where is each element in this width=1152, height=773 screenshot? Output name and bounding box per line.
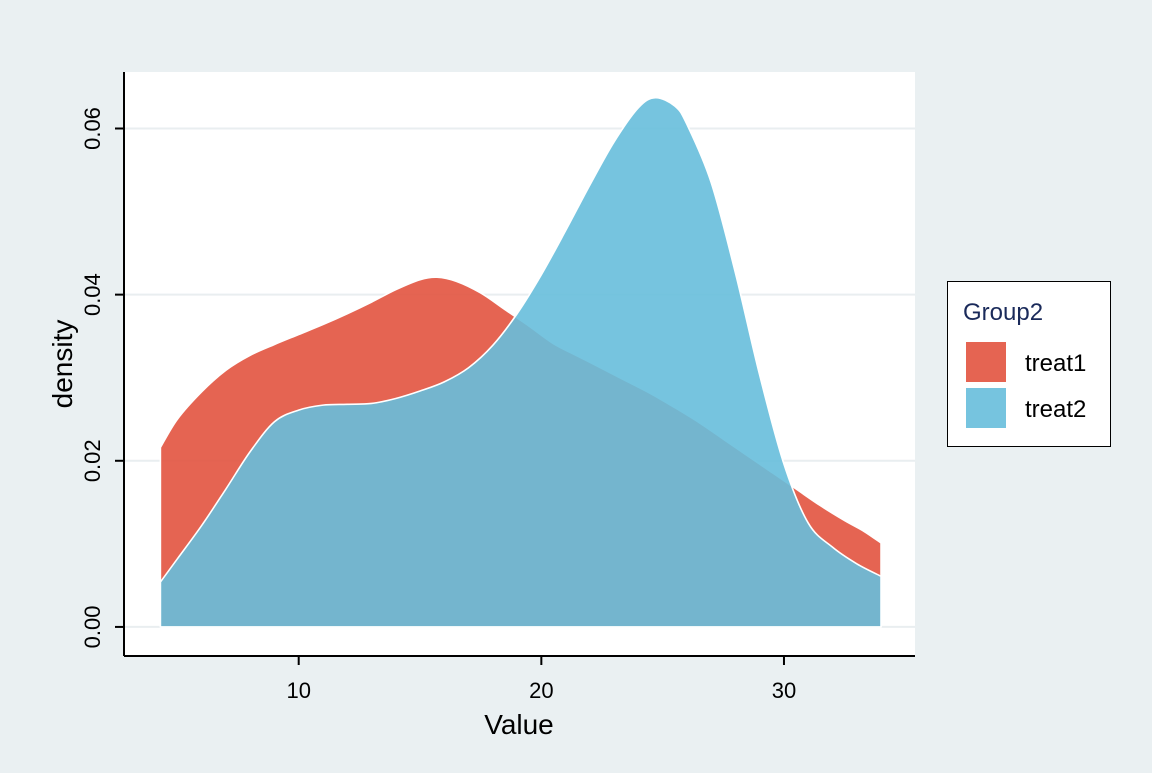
legend: Group2 treat1 treat2 bbox=[947, 281, 1111, 447]
x-tick-label-2: 30 bbox=[772, 678, 796, 703]
legend-items: treat1 treat2 bbox=[966, 342, 1086, 428]
legend-swatch-treat2 bbox=[966, 388, 1006, 428]
y-tick-label-1: 0.02 bbox=[80, 439, 105, 482]
y-tick-label-3: 0.06 bbox=[80, 107, 105, 150]
y-tick-label-0: 0.00 bbox=[80, 606, 105, 649]
y-tick-label-2: 0.04 bbox=[80, 273, 105, 316]
x-tick-label-1: 20 bbox=[529, 678, 553, 703]
y-ticks: 0.00 0.02 0.04 0.06 bbox=[80, 107, 124, 648]
legend-swatch-treat1 bbox=[966, 342, 1006, 382]
legend-label-treat1: treat1 bbox=[1025, 350, 1086, 377]
y-axis-label: density bbox=[47, 320, 78, 409]
x-axis-label: Value bbox=[484, 709, 554, 740]
x-tick-label-0: 10 bbox=[286, 678, 310, 703]
density-areas bbox=[159, 96, 882, 628]
density-area-treat2 bbox=[159, 96, 882, 628]
legend-title: Group2 bbox=[963, 299, 1043, 326]
x-ticks: 10 20 30 bbox=[286, 656, 796, 703]
legend-label-treat2: treat2 bbox=[1025, 396, 1086, 423]
